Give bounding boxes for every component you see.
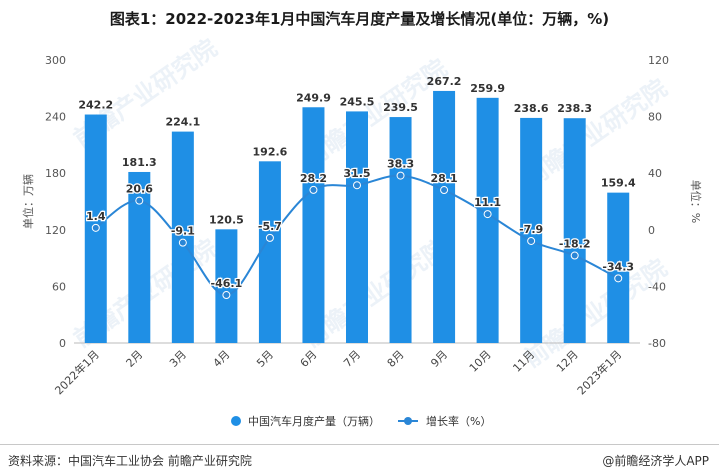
bar: [607, 192, 630, 343]
growth-value-label: -7.9: [519, 223, 543, 236]
y-right-tick-label: 120: [648, 54, 669, 67]
legend-bar-label: 中国汽车月度产量（万辆）: [248, 414, 380, 428]
credit-note: @前瞻经济学人APP: [602, 454, 709, 468]
bar: [302, 107, 325, 343]
y-left-axis-label: 单位：万辆: [21, 174, 35, 229]
bar-value-label: 259.9: [470, 82, 505, 95]
data-labels: 242.2 181.3 224.1 120.5 192.6 249.9 245.5 239.5…: [78, 75, 636, 291]
legend: 中国汽车月度产量（万辆） 增长率（%）: [231, 414, 491, 428]
y-left-tick-label: 0: [59, 337, 66, 350]
bar: [171, 131, 194, 343]
growth-value-label: -18.2: [559, 238, 591, 251]
x-tick-label: 2022年1月: [52, 347, 102, 397]
growth-point: [309, 185, 318, 194]
growth-value-label: 38.3: [387, 158, 414, 171]
bar-value-label: 181.3: [122, 156, 157, 169]
y-right-tick-label: 0: [648, 224, 655, 237]
y-right-tick-label: -80: [648, 337, 666, 350]
growth-value-label: 28.2: [300, 172, 327, 185]
x-tick-label: 5月: [254, 348, 276, 370]
y-right-tick-label: 80: [648, 111, 662, 124]
growth-value-label: 11.1: [474, 196, 501, 209]
bar: [476, 97, 499, 343]
bar-value-label: 159.4: [601, 177, 636, 190]
bar: [215, 229, 238, 343]
bar-value-label: 249.9: [296, 91, 331, 104]
growth-value-label: -5.7: [258, 220, 282, 233]
growth-point: [614, 274, 623, 283]
x-tick-label: 9月: [428, 348, 450, 370]
legend-line-dot: [404, 417, 412, 425]
growth-point: [91, 223, 100, 232]
growth-point: [396, 171, 405, 180]
growth-point: [135, 196, 144, 205]
x-tick-label: 2023年1月: [574, 347, 624, 397]
bar: [389, 117, 412, 344]
x-tick-label: 7月: [341, 348, 363, 370]
y-left-tick-label: 240: [45, 111, 66, 124]
y-left-tick-label: 60: [52, 280, 66, 293]
growth-value-label: 1.4: [86, 210, 106, 223]
line-series: [91, 171, 623, 300]
bar: [346, 111, 368, 343]
y-right-tick-label: 40: [648, 167, 662, 180]
legend-line-label: 增长率（%）: [426, 414, 491, 428]
y-left-tick-label: 300: [45, 54, 66, 67]
bar: [433, 90, 456, 343]
legend-bar-marker: [231, 416, 241, 426]
bar-value-label: 120.5: [209, 213, 244, 226]
source-note: 资料来源：中国汽车工业协会 前瞻产业研究院: [8, 454, 252, 468]
growth-point: [570, 251, 579, 260]
x-tick-label: 2月: [124, 348, 146, 370]
growth-value-label: 28.1: [431, 172, 458, 185]
growth-point: [222, 291, 231, 300]
growth-value-label: -46.1: [211, 277, 243, 290]
growth-point: [353, 181, 361, 190]
y-right-axis-label: 单位：%: [689, 180, 703, 223]
bar-value-label: 239.5: [383, 101, 418, 114]
chart-title: 图表1：2022-2023年1月中国汽车月度产量及增长情况(单位：万辆，%): [109, 10, 610, 28]
x-tick-label: 4月: [211, 348, 233, 370]
bar-value-label: 245.5: [340, 95, 375, 108]
y-left-tick-label: 120: [45, 224, 66, 237]
x-tick-label: 3月: [167, 348, 189, 370]
growth-point: [527, 236, 536, 245]
growth-point: [440, 186, 449, 195]
bar-series: [84, 90, 630, 344]
bar: [128, 171, 151, 343]
growth-point: [483, 210, 492, 219]
growth-value-label: 20.6: [126, 183, 153, 196]
bar-value-label: 224.1: [165, 116, 200, 129]
growth-value-label: 31.5: [343, 167, 370, 180]
bar: [258, 161, 281, 343]
bar-value-label: 242.2: [78, 99, 113, 112]
x-tick-label: 10月: [467, 348, 494, 375]
x-tick-label: 8月: [385, 348, 407, 370]
bar-value-label: 238.6: [514, 102, 549, 115]
growth-point: [265, 233, 274, 242]
bar-value-label: 192.6: [253, 145, 288, 158]
growth-point: [178, 238, 187, 247]
footer-divider: [0, 444, 719, 445]
y-right-tick-label: -40: [648, 280, 666, 293]
bar: [520, 117, 543, 343]
bar-value-label: 238.3: [557, 102, 592, 115]
growth-value-label: -9.1: [171, 225, 195, 238]
bar-value-label: 267.2: [427, 75, 462, 88]
y-left-tick-label: 180: [45, 167, 66, 180]
bar: [563, 118, 586, 343]
growth-value-label: -34.3: [602, 260, 634, 273]
